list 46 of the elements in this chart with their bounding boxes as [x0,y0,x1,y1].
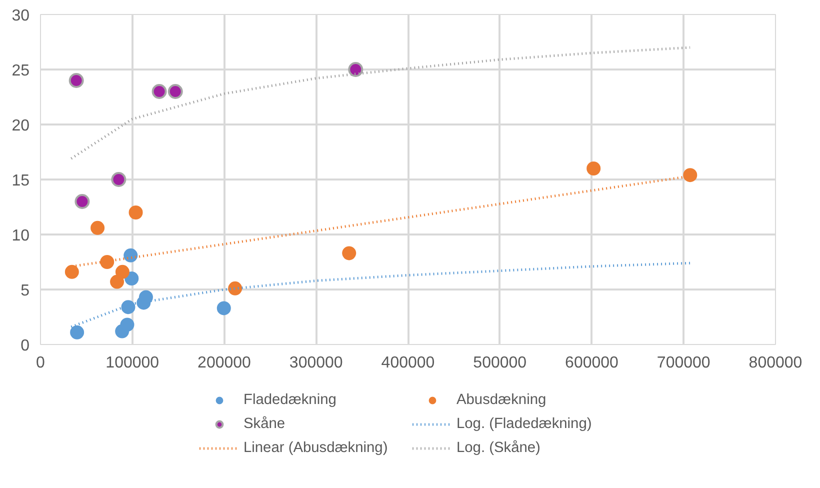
legend-label: Linear (Abusdækning) [244,440,389,456]
point [683,168,698,182]
point [168,84,183,99]
y-tick-label: 10 [12,228,30,244]
point [124,272,139,286]
x-tick-label: 700000 [656,354,710,372]
point [216,301,231,316]
x-tick-label: 0 [36,354,46,372]
legend-label: Log. (Fladedækning) [456,416,593,432]
point [68,73,84,88]
point [64,264,79,279]
x-tick-label: 300000 [289,354,343,372]
point [586,162,601,176]
y-tick-label: 15 [12,172,30,190]
point [348,62,364,77]
point [115,264,130,279]
point [152,84,167,99]
x-tick-label: 600000 [565,354,619,372]
x-tick-label: 200000 [198,354,252,372]
point [342,246,356,260]
point [90,220,105,235]
point [128,206,143,220]
point [70,325,84,340]
legend-label: Log. (Skåne) [456,440,542,456]
x-tick-label: 500000 [473,354,527,372]
point [74,194,90,209]
x-tick-label: 100000 [106,354,160,372]
point [228,281,242,296]
point [121,300,136,314]
point [120,318,134,332]
y-tick-label: 20 [12,118,30,134]
y-tick-label: 0 [20,338,30,354]
y-tick-label: 30 [12,8,30,24]
y-tick-label: 25 [12,62,30,80]
point [124,248,138,262]
legend-label: Abusdækning [456,392,548,408]
line-series [70,46,692,160]
point [100,255,114,269]
point [110,274,124,289]
legend-label: Fladedækning [244,392,338,408]
point [111,172,126,187]
point [138,290,153,304]
legend-label: Skåne [244,416,286,432]
x-tick-label: 400000 [381,354,435,372]
x-tick-label: 800000 [748,354,802,372]
y-tick-label: 5 [20,282,30,300]
